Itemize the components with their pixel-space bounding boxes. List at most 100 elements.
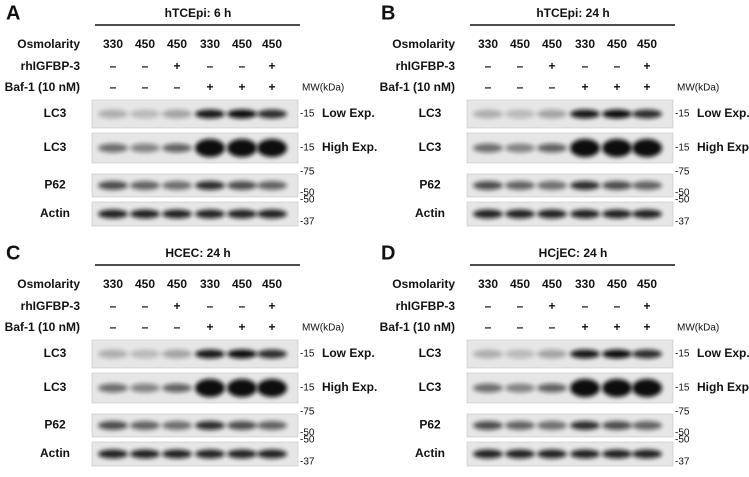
band bbox=[570, 349, 600, 359]
band bbox=[130, 449, 160, 459]
condition-value: + bbox=[613, 320, 620, 334]
condition-value: – bbox=[485, 59, 492, 73]
condition-value: – bbox=[517, 320, 524, 334]
mw-marker: -15 bbox=[675, 383, 690, 394]
band bbox=[632, 449, 662, 459]
band bbox=[227, 379, 257, 397]
band bbox=[130, 421, 160, 430]
band bbox=[162, 421, 192, 430]
band bbox=[537, 109, 567, 119]
condition-value: + bbox=[643, 320, 650, 334]
condition-value: – bbox=[142, 320, 149, 334]
blot-label: LC3 bbox=[419, 380, 442, 394]
band bbox=[602, 421, 632, 430]
mw-unit: MW(kDa) bbox=[677, 323, 719, 334]
mw-marker: -15 bbox=[675, 349, 690, 360]
band bbox=[162, 383, 192, 393]
condition-value: 450 bbox=[607, 277, 627, 291]
exposure-note: Low Exp. bbox=[697, 346, 749, 360]
condition-value: + bbox=[268, 320, 275, 334]
band bbox=[602, 139, 632, 157]
condition-label: Osmolarity bbox=[392, 37, 455, 51]
condition-value: 450 bbox=[542, 277, 562, 291]
mw-marker: -15 bbox=[675, 143, 690, 154]
band bbox=[257, 181, 287, 190]
band bbox=[227, 209, 257, 219]
band bbox=[602, 209, 632, 219]
band bbox=[195, 349, 225, 359]
band bbox=[257, 421, 287, 430]
condition-value: 330 bbox=[478, 37, 498, 51]
mw-marker: -37 bbox=[300, 457, 315, 468]
exposure-note: Low Exp. bbox=[697, 106, 749, 120]
blot-label: Actin bbox=[415, 206, 445, 220]
condition-value: – bbox=[174, 80, 181, 94]
band bbox=[505, 349, 535, 359]
condition-value: 450 bbox=[167, 277, 187, 291]
condition-value: – bbox=[110, 59, 117, 73]
band bbox=[505, 383, 535, 393]
band bbox=[505, 109, 535, 119]
condition-value: + bbox=[581, 80, 588, 94]
condition-value: – bbox=[485, 299, 492, 313]
mw-marker: -50 bbox=[675, 428, 690, 439]
exposure-note: High Exp. bbox=[697, 380, 749, 394]
exposure-note: High Exp. bbox=[322, 140, 377, 154]
condition-value: + bbox=[206, 320, 213, 334]
band bbox=[537, 383, 567, 393]
band bbox=[570, 109, 600, 119]
band bbox=[473, 143, 503, 153]
band bbox=[130, 181, 160, 190]
mw-marker: -50 bbox=[300, 435, 315, 446]
condition-value: – bbox=[239, 59, 246, 73]
condition-value: + bbox=[268, 299, 275, 313]
band bbox=[632, 379, 662, 397]
panel-title: hTCEpi: 24 h bbox=[536, 6, 609, 20]
blot-label: LC3 bbox=[419, 346, 442, 360]
band bbox=[195, 421, 225, 430]
condition-value: + bbox=[173, 299, 180, 313]
band bbox=[473, 109, 503, 119]
mw-marker: -15 bbox=[300, 109, 315, 120]
condition-value: + bbox=[613, 80, 620, 94]
band bbox=[98, 449, 128, 459]
band bbox=[505, 449, 535, 459]
condition-value: – bbox=[110, 320, 117, 334]
blot-label: LC3 bbox=[44, 106, 67, 120]
condition-value: 450 bbox=[135, 277, 155, 291]
band bbox=[227, 349, 257, 359]
band bbox=[162, 449, 192, 459]
condition-value: – bbox=[517, 80, 524, 94]
panel-title: hTCEpi: 6 h bbox=[165, 6, 232, 20]
band bbox=[537, 181, 567, 190]
mw-marker: -37 bbox=[675, 457, 690, 468]
condition-value: + bbox=[581, 320, 588, 334]
band bbox=[98, 421, 128, 430]
mw-marker: -75 bbox=[675, 407, 690, 418]
condition-value: 330 bbox=[103, 277, 123, 291]
band bbox=[130, 109, 160, 119]
condition-value: 450 bbox=[262, 277, 282, 291]
mw-marker: -50 bbox=[300, 428, 315, 439]
condition-value: + bbox=[643, 80, 650, 94]
band bbox=[632, 139, 662, 157]
band bbox=[632, 181, 662, 190]
condition-value: – bbox=[517, 299, 524, 313]
condition-value: – bbox=[614, 59, 621, 73]
band bbox=[257, 109, 287, 119]
band bbox=[195, 209, 225, 219]
condition-label: Osmolarity bbox=[17, 277, 80, 291]
mw-marker: -75 bbox=[300, 407, 315, 418]
band bbox=[570, 139, 600, 157]
condition-value: 330 bbox=[200, 37, 220, 51]
condition-value: + bbox=[238, 80, 245, 94]
condition-value: 450 bbox=[637, 37, 657, 51]
band bbox=[227, 449, 257, 459]
band bbox=[162, 143, 192, 153]
condition-value: 450 bbox=[262, 37, 282, 51]
blot-label: P62 bbox=[419, 418, 441, 432]
band bbox=[195, 139, 225, 157]
condition-value: + bbox=[548, 299, 555, 313]
band bbox=[537, 421, 567, 430]
condition-value: – bbox=[142, 80, 149, 94]
